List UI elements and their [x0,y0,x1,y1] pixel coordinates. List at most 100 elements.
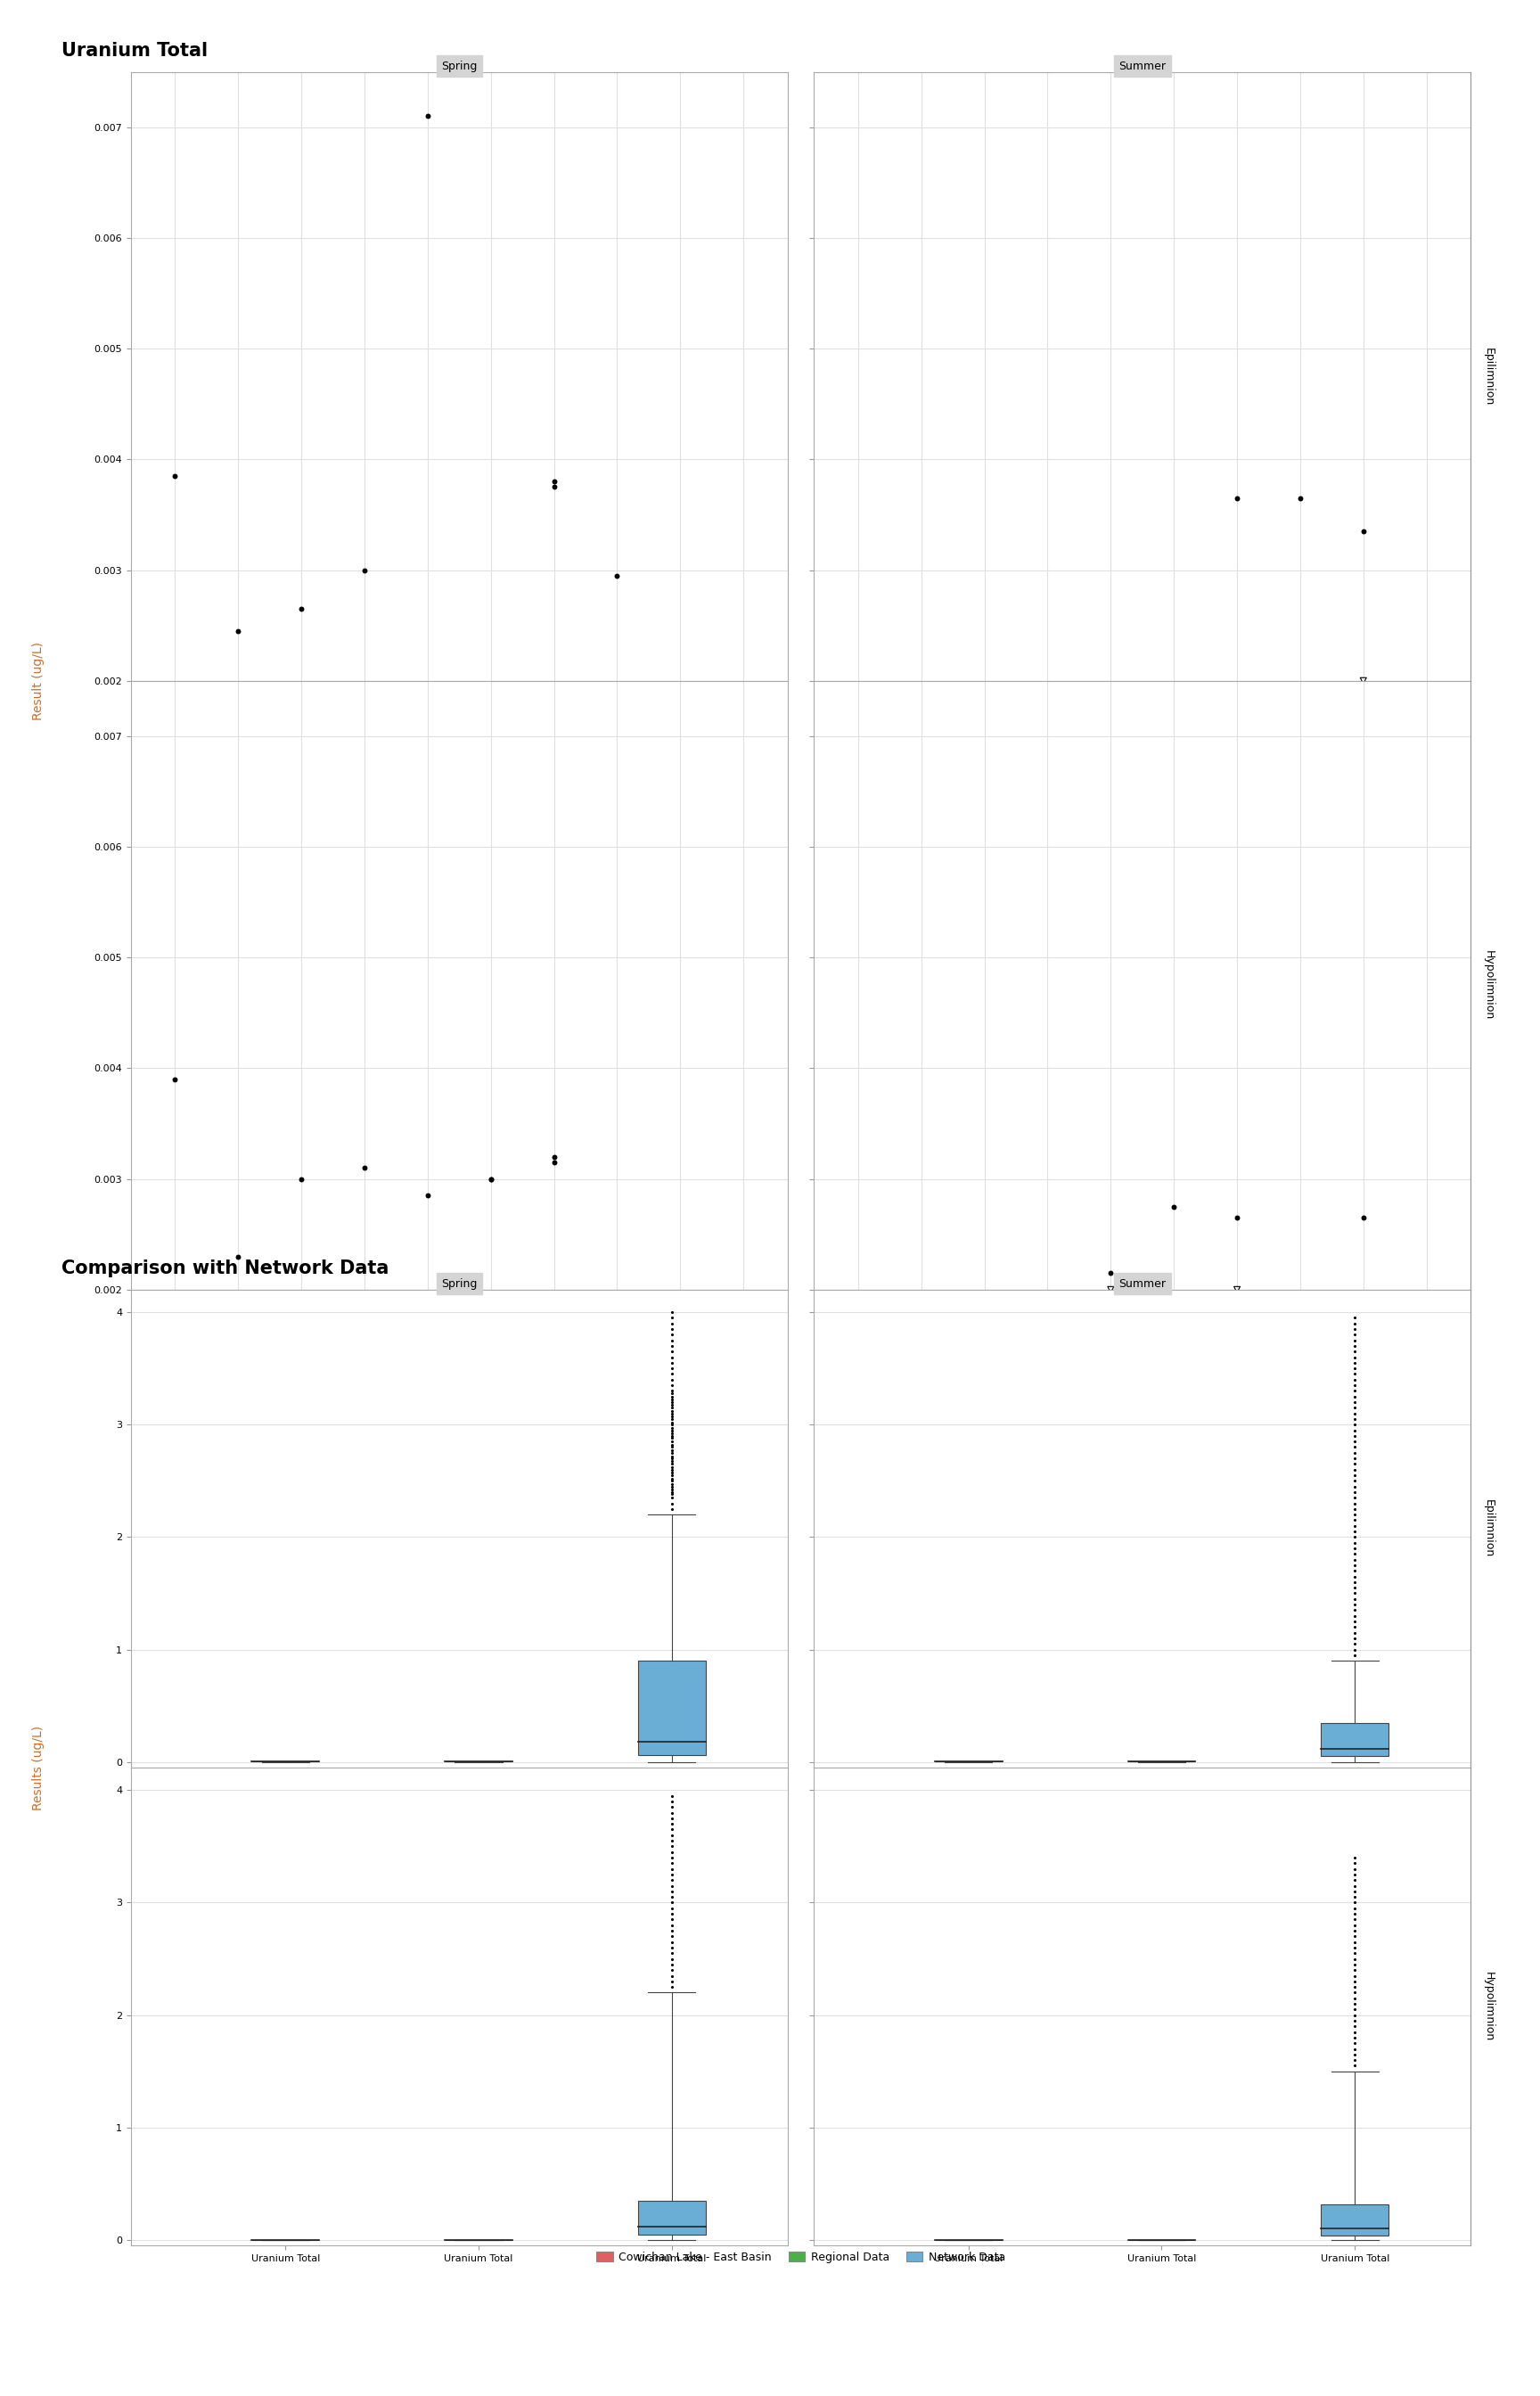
Point [1343,1586,1368,1624]
Point [659,1447,684,1486]
Point [1343,1934,1368,1972]
Point [1343,2034,1368,2073]
Point [1343,1883,1368,1922]
Point [1343,1466,1368,1505]
Point [1343,1299,1368,1337]
Point [1343,1569,1368,1608]
Point [659,1366,684,1404]
Point [659,1344,684,1382]
Point [659,1917,684,1955]
Point [1343,1613,1368,1651]
Point [416,96,440,134]
Point [1343,1929,1368,1967]
Point [659,1471,684,1509]
Point [1343,1344,1368,1382]
Bar [638,1660,705,1756]
Point [659,1406,684,1445]
Point [1343,1390,1368,1428]
Point [1343,1974,1368,2013]
Point [659,1883,684,1922]
Point [1343,1967,1368,2005]
Point [659,1332,684,1371]
Point [1343,2025,1368,2063]
Point [659,1962,684,2001]
Point [659,1404,684,1442]
Point [659,1929,684,1967]
Point [659,1373,684,1411]
Point [659,1838,684,1876]
Point [659,1450,684,1488]
Point [1343,1862,1368,1900]
Point [1343,1361,1368,1399]
Point [1343,1958,1368,1996]
Point [659,1299,684,1337]
Point [1343,2017,1368,2056]
Point [1343,1366,1368,1404]
Point [1343,1878,1368,1917]
Point [659,1354,684,1392]
Point [542,467,567,506]
Point [659,1795,684,1833]
Point [659,1392,684,1430]
Point [1343,2029,1368,2068]
Point [659,1303,684,1342]
Point [659,1476,684,1514]
Text: Results (ug/L): Results (ug/L) [32,1725,45,1809]
Bar [1321,2204,1389,2235]
Point [290,1160,314,1198]
Point [1224,1270,1249,1308]
Point [605,556,630,594]
Point [659,1440,684,1478]
Point [659,1459,684,1498]
Text: Uranium Total: Uranium Total [62,43,208,60]
Point [1343,1871,1368,1910]
Point [1343,1478,1368,1517]
Point [659,1399,684,1438]
Point [1343,1490,1368,1529]
Point [1343,1905,1368,1943]
Point [1343,2013,1368,2051]
Point [659,1799,684,1838]
Point [1343,1895,1368,1934]
Point [416,1176,440,1215]
Point [659,1478,684,1517]
Point [659,1862,684,1900]
Point [1343,1483,1368,1521]
Point [659,1888,684,1926]
Point [1343,1941,1368,1979]
Point [659,1390,684,1428]
Title: Spring: Spring [442,60,477,72]
Point [659,1833,684,1871]
Point [659,1361,684,1399]
Point [1343,1950,1368,1989]
Point [1343,1917,1368,1955]
Point [1343,1416,1368,1454]
Point [659,1783,684,1821]
Point [659,1950,684,1989]
Point [1224,1198,1249,1236]
Point [1343,1636,1368,1675]
Point [659,1349,684,1387]
Point [659,1445,684,1483]
Point [1351,1198,1375,1236]
Point [1343,1311,1368,1349]
Point [659,1946,684,1984]
Title: Summer: Summer [1118,1277,1166,1289]
Bar [1321,1723,1389,1756]
Point [659,1428,684,1466]
Point [659,1895,684,1934]
Point [479,1160,504,1198]
Point [659,1787,684,1826]
Point [1343,1541,1368,1579]
Text: Comparison with Network Data: Comparison with Network Data [62,1260,390,1277]
Point [659,1294,684,1332]
Point [163,458,188,496]
Point [1161,1188,1186,1227]
Point [1343,1450,1368,1488]
Point [1343,1457,1368,1495]
Point [1343,1624,1368,1663]
Point [1343,1495,1368,1533]
Point [1343,1433,1368,1471]
Point [542,1143,567,1181]
Point [1343,1579,1368,1617]
